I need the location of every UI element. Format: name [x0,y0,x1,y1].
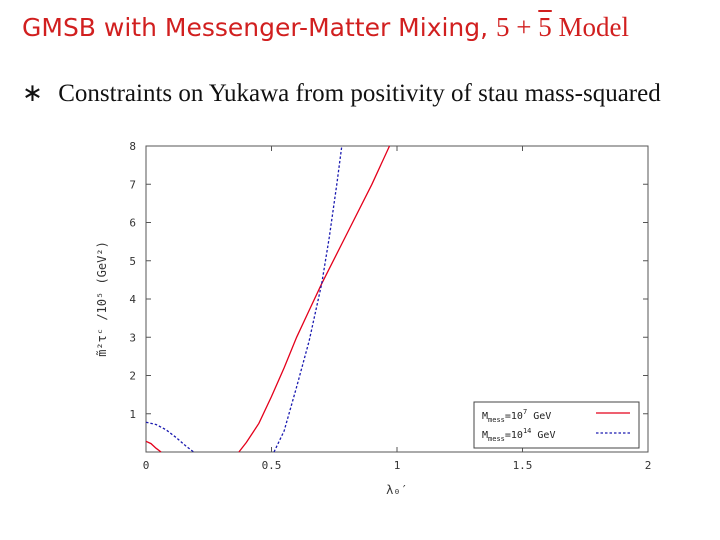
bullet-text: Constraints on Yukawa from positivity of… [58,80,661,107]
series-2-line-segment-2 [273,145,343,453]
bullet-star-icon: ∗ [22,80,43,107]
x-tick-label: 0.5 [262,459,282,472]
legend-entry-2: Mmess=1014 GeV [482,427,555,443]
legend-entry-1: Mmess=107 GeV [482,408,551,424]
x-axis-label: λ₀′ [386,483,408,497]
x-tick-label: 0 [143,459,150,472]
legend-2-sup: 14 [523,427,531,435]
title-math-c: Model [551,12,630,42]
legend-2-mid: =10 [505,430,523,441]
series-1-line-segment-2 [238,145,391,453]
x-tick-label: 1 [394,459,401,472]
y-tick-label: 5 [129,255,136,268]
legend-2-sub: mess [488,435,505,443]
slide-title: GMSB with Messenger-Matter Mixing, 5 + 5… [22,12,629,43]
legend-1-sub: mess [488,416,505,424]
legend-2-unit: GeV [531,430,555,441]
slide-title-math: 5 + 5 Model [496,12,629,42]
x-tick-label: 2 [645,459,652,472]
y-tick-label: 6 [129,217,136,230]
bullet-point: ∗ Constraints on Yukawa from positivity … [22,78,661,108]
y-axis-label: m̃²τᶜ /10⁵ (GeV²) [95,241,109,357]
title-math-b: 5 [538,12,552,42]
series-1-line-segment-1 [145,440,162,453]
legend-2-label: M [482,430,488,441]
series-layer [145,145,391,453]
y-tick-label: 8 [129,140,136,153]
title-math-a: 5 + [496,12,539,42]
legend-1-unit: GeV [527,411,551,422]
y-tick-label: 1 [129,408,136,421]
legend-1-mid: =10 [505,411,523,422]
y-tick-label: 3 [129,331,136,344]
slide-title-text: GMSB with Messenger-Matter Mixing, [22,13,489,42]
y-tick-label: 7 [129,178,136,191]
legend-box [473,401,640,449]
legend-1-sup: 7 [523,408,527,416]
series-2-line-segment-1 [145,421,195,453]
x-tick-label: 1.5 [513,459,533,472]
legend-1-label: M [482,411,488,422]
y-tick-label: 2 [129,370,136,383]
legend: Mmess=107 GeV Mmess=1014 GeV [473,401,640,449]
y-tick-label: 4 [129,293,136,306]
ticks-layer: 0 0.5 1 1.5 2 1 2 3 4 5 6 7 8 [129,140,651,472]
